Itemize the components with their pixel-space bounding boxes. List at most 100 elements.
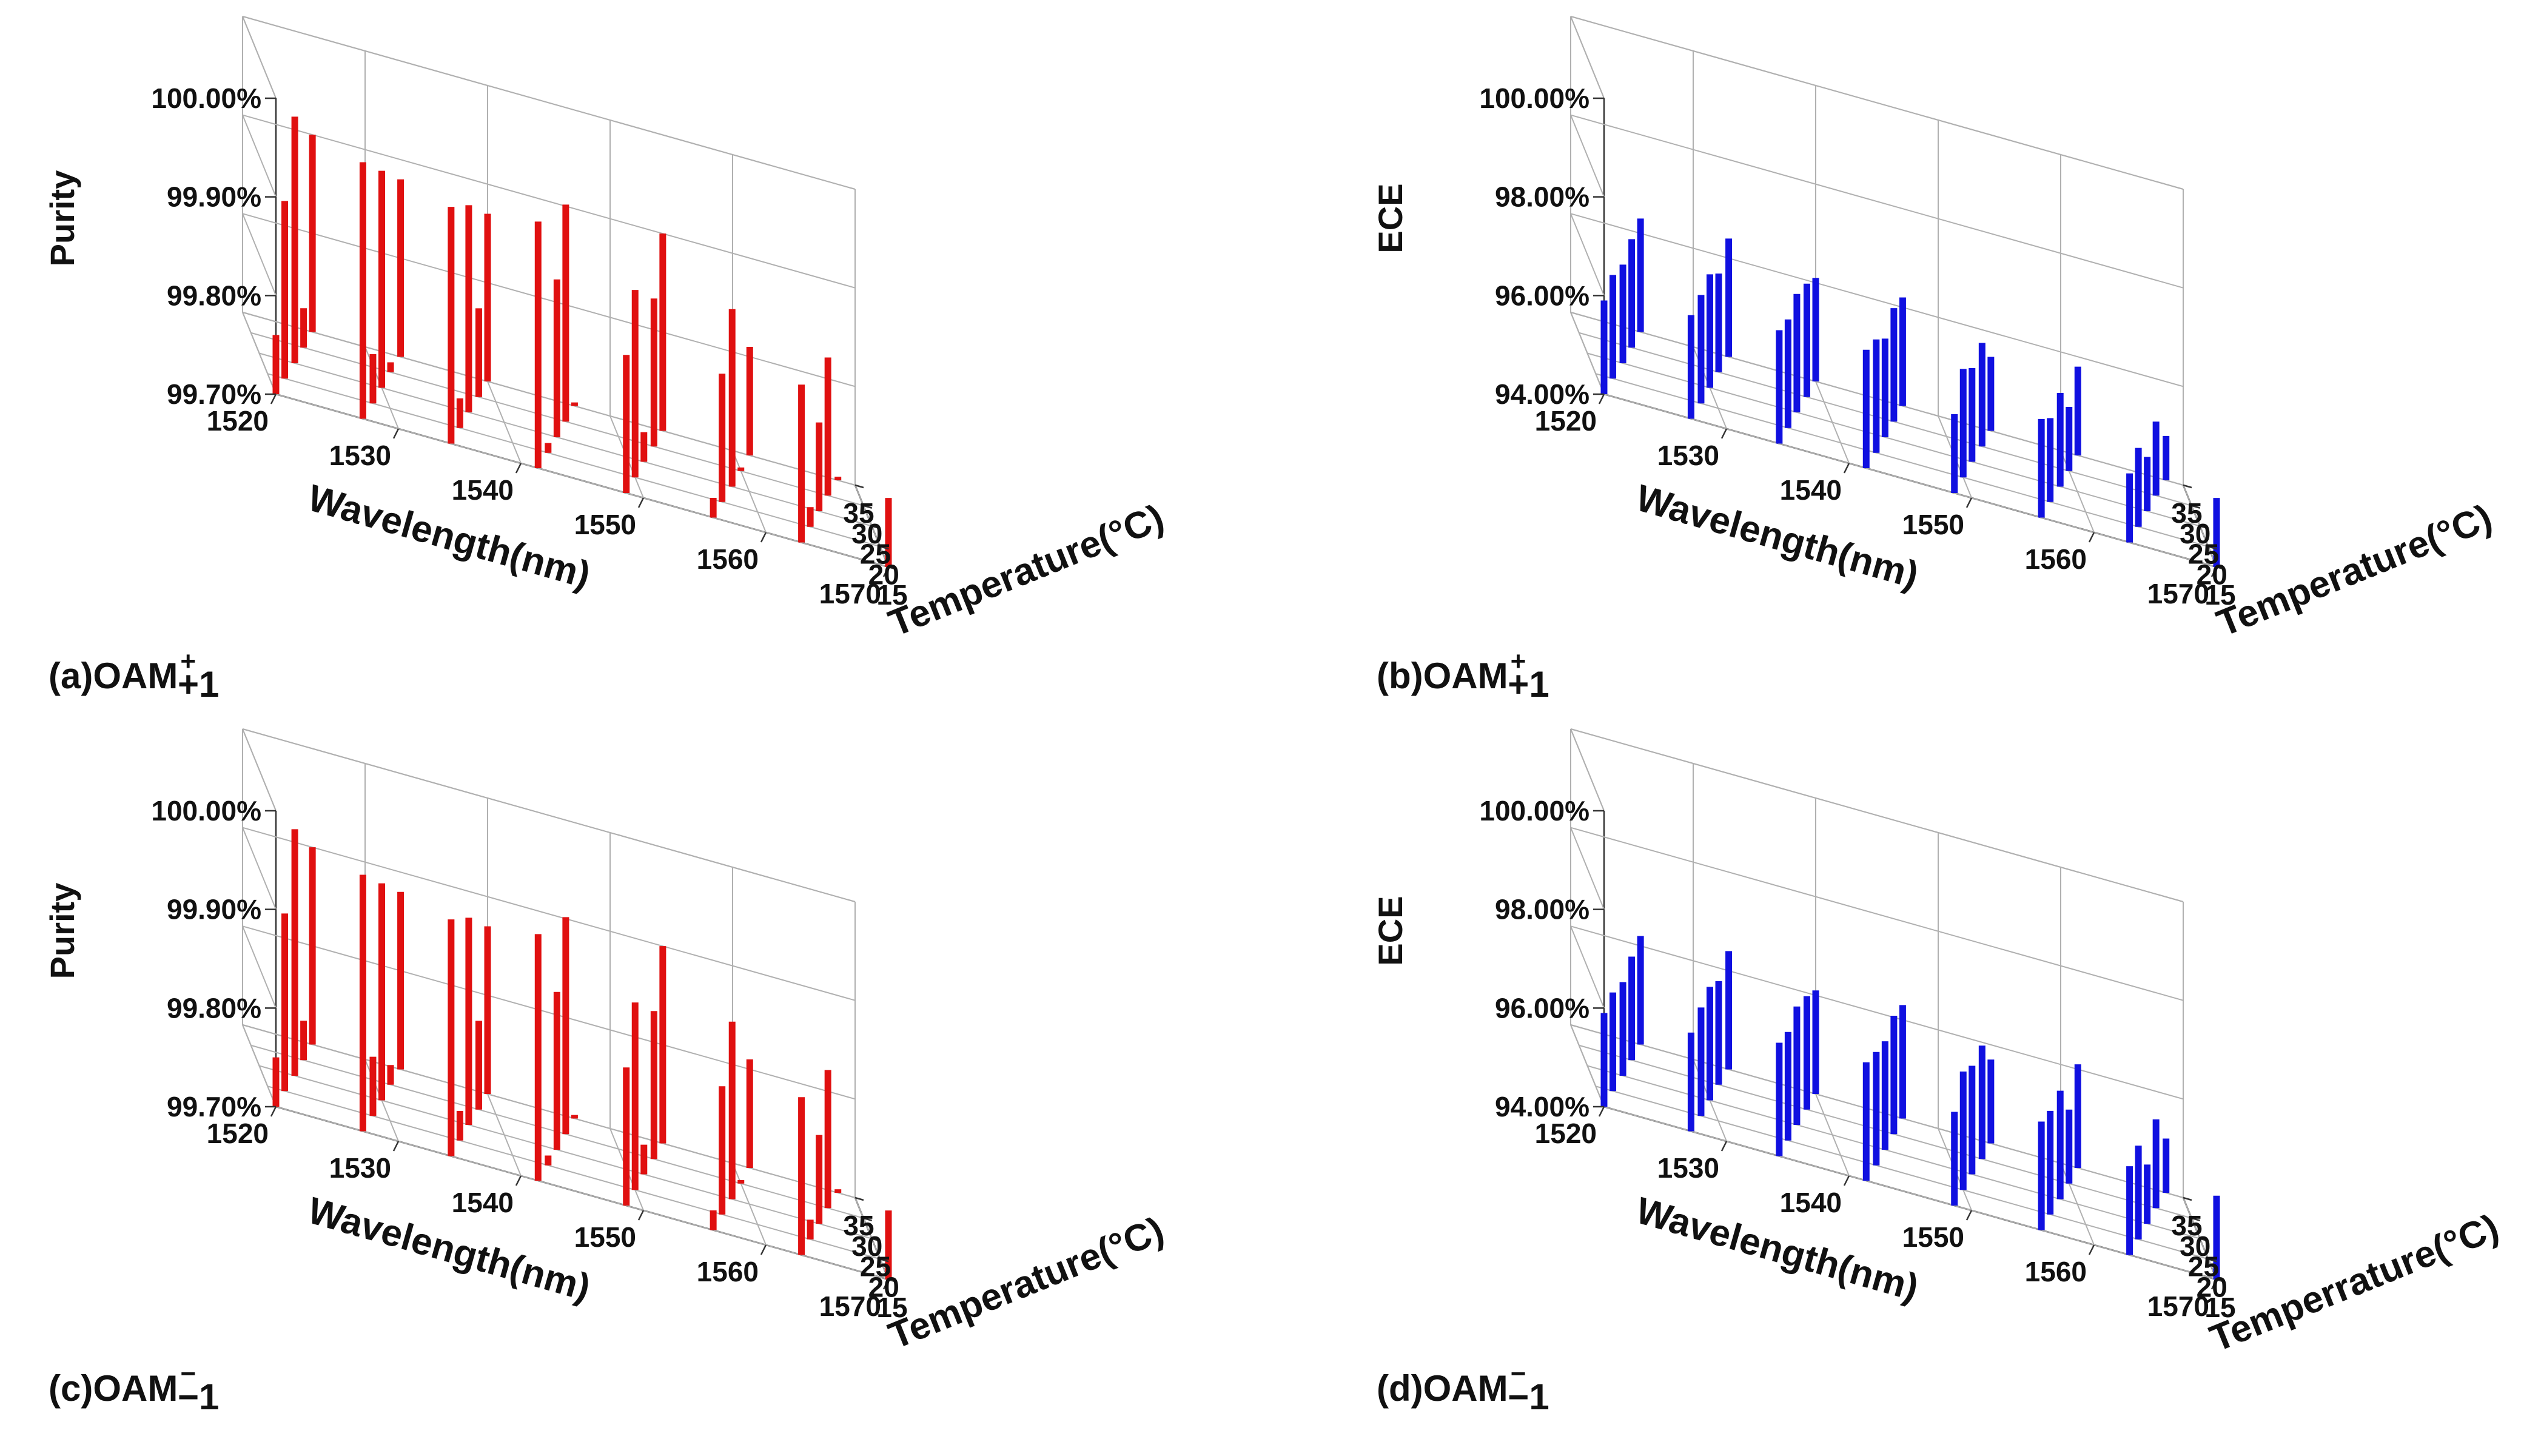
- z-tick-mark: [2216, 1278, 2226, 1283]
- left-wall-gridline: [1570, 728, 1605, 811]
- x-tick-mark: [1965, 497, 1973, 508]
- y-tick-label: 94.00%: [1495, 378, 1589, 410]
- z-tick-label: 20: [2197, 1271, 2227, 1303]
- z-tick-label: 35: [2171, 497, 2202, 529]
- panel-caption: (d)OAM− −1: [1377, 1359, 1549, 1417]
- x-tick-mark: [270, 394, 277, 404]
- z-tick-label: 30: [851, 518, 882, 549]
- left-wall-gridline: [1570, 213, 1605, 296]
- z-tick-mark: [2200, 1238, 2209, 1242]
- floor-gridline-z: [1603, 394, 2217, 568]
- z-tick-label: 20: [2197, 559, 2227, 590]
- z-tick-label: 15: [876, 1292, 907, 1323]
- floor-gridline-z: [242, 312, 856, 486]
- x-tick-mark: [1843, 1175, 1850, 1186]
- z-axis-label: Temperature(°C): [883, 1209, 1170, 1357]
- x-tick-label: 1550: [1902, 509, 1964, 540]
- y-tick-label: 100.00%: [151, 82, 261, 114]
- caption-subscript: +1: [178, 664, 219, 705]
- x-tick-mark: [2088, 1244, 2095, 1255]
- left-wall-gridline: [1570, 827, 1605, 910]
- y-tick-label: 94.00%: [1495, 1091, 1589, 1122]
- x-axis-label: Wavelength(nm): [1631, 477, 1923, 597]
- y-tick-label: 99.90%: [167, 894, 261, 925]
- x-tick-label: 1570: [819, 1290, 881, 1322]
- x-tick-label: 1530: [1657, 1152, 1719, 1184]
- x-tick-mark: [760, 1244, 767, 1255]
- back-wall-hgridline: [242, 16, 856, 190]
- left-wall-gridline: [1570, 925, 1605, 1008]
- z-tick-mark: [854, 484, 864, 489]
- x-tick-mark: [760, 532, 767, 543]
- x-tick-mark: [882, 1279, 890, 1290]
- x-tick-mark: [392, 1141, 400, 1152]
- x-tick-label: 1550: [1902, 1221, 1964, 1253]
- z-tick-label: 15: [2204, 579, 2235, 611]
- caption-subscript: +1: [1508, 664, 1549, 705]
- z-tick-mark: [871, 525, 881, 529]
- x-tick-mark: [392, 428, 400, 439]
- x-tick-mark: [515, 1175, 522, 1186]
- left-wall-gridline: [1570, 115, 1605, 198]
- back-wall-hgridline: [1570, 213, 2184, 387]
- y-tick-label: 99.80%: [167, 992, 261, 1024]
- caption-prefix: (a)OAM: [49, 656, 178, 696]
- z-tick-label: 35: [2171, 1210, 2202, 1241]
- left-wall-gridline: [242, 925, 277, 1008]
- z-tick-label: 30: [851, 1230, 882, 1262]
- caption-superscript: +: [180, 646, 196, 676]
- y-tick-label: 96.00%: [1495, 992, 1589, 1024]
- y-tick-label: 100.00%: [151, 795, 261, 827]
- panel-d: 100.00%98.00%96.00%94.00%152015301540155…: [1371, 728, 2505, 1417]
- x-tick-mark: [637, 497, 645, 508]
- y-tick-label: 99.90%: [167, 181, 261, 213]
- caption-prefix: (d)OAM: [1377, 1368, 1508, 1409]
- floor-gridline-z: [275, 1106, 889, 1280]
- x-tick-mark: [1720, 428, 1728, 439]
- y-axis-label: ECE: [1371, 183, 1409, 253]
- caption-superscript: −: [1511, 1359, 1526, 1389]
- back-wall-hgridline: [242, 114, 856, 289]
- z-axis-label: Temperrature(°C): [2204, 1206, 2505, 1360]
- x-tick-label: 1520: [1535, 1118, 1597, 1149]
- back-wall-hgridline: [1570, 16, 2184, 190]
- x-tick-mark: [882, 566, 890, 577]
- z-tick-mark: [888, 1278, 898, 1283]
- panel-caption: (b)OAM+ +1: [1377, 646, 1549, 705]
- y-tick-label: 98.00%: [1495, 181, 1589, 213]
- y-tick-label: 98.00%: [1495, 894, 1589, 925]
- x-tick-mark: [2210, 566, 2218, 577]
- floor-gridline-z: [1603, 1106, 2217, 1280]
- z-tick-label: 35: [843, 1210, 874, 1241]
- x-tick-mark: [2088, 532, 2095, 543]
- x-axis-label: Wavelength(nm): [303, 477, 595, 597]
- left-wall-gridline: [242, 827, 277, 910]
- floor-gridline-z: [275, 394, 889, 568]
- z-tick-mark: [854, 1196, 864, 1201]
- left-wall-gridline: [1570, 16, 1605, 99]
- x-tick-label: 1520: [207, 405, 269, 437]
- z-tick-mark: [879, 1258, 889, 1263]
- z-tick-mark: [2191, 1217, 2201, 1221]
- y-tick-label: 99.70%: [167, 1091, 261, 1122]
- z-tick-mark: [863, 1217, 873, 1221]
- z-tick-label: 30: [2180, 1230, 2210, 1262]
- z-tick-label: 25: [860, 1251, 891, 1283]
- z-axis-label: Temperature(°C): [883, 497, 1170, 645]
- x-tick-mark: [1720, 1141, 1728, 1152]
- y-tick-label: 99.70%: [167, 378, 261, 410]
- y-tick-label: 99.80%: [167, 280, 261, 311]
- back-wall-hgridline: [1570, 827, 2184, 1001]
- x-axis-label: Wavelength(nm): [1631, 1190, 1923, 1309]
- z-tick-mark: [879, 546, 889, 550]
- panel-c: 100.00%99.90%99.80%99.70%152015301540155…: [43, 728, 1170, 1417]
- z-tick-mark: [888, 566, 898, 571]
- z-tick-label: 15: [2204, 1292, 2235, 1323]
- z-tick-mark: [2200, 525, 2209, 529]
- z-tick-mark: [2183, 1196, 2192, 1201]
- z-tick-mark: [2207, 1258, 2217, 1263]
- z-tick-mark: [2207, 546, 2217, 550]
- z-tick-label: 35: [843, 497, 874, 529]
- x-tick-label: 1570: [2147, 578, 2209, 609]
- x-axis-label: Wavelength(nm): [303, 1190, 595, 1309]
